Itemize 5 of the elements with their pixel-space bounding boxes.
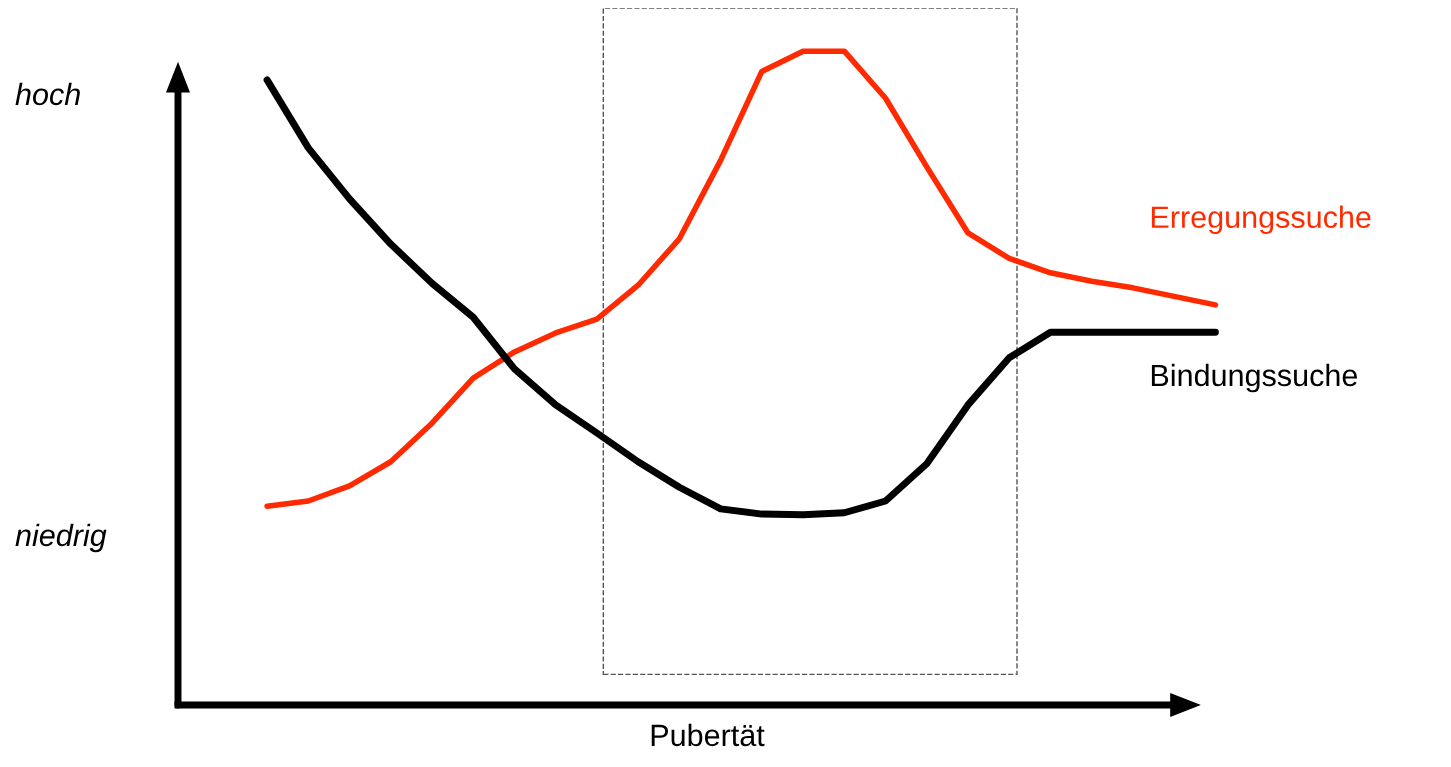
series-label: Bindungssuche: [1151, 363, 1358, 393]
text: niedrig: [15, 523, 107, 553]
text: hoch: [15, 82, 80, 106]
series-label: Erregungssuche: [1151, 205, 1371, 235]
x-axis-title: Pubertät: [651, 723, 765, 747]
